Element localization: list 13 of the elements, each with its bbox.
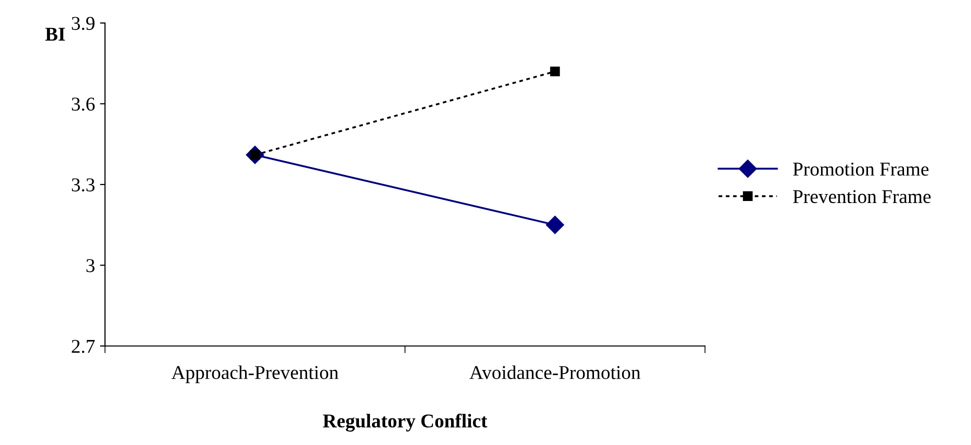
x-tick-label: Approach-Prevention (172, 365, 338, 384)
y-tick-label: 3 (86, 259, 95, 272)
y-tick-label: 3.9 (72, 16, 94, 30)
legend-label: Prevention Frame (793, 190, 931, 204)
point (546, 216, 564, 234)
y-tick-label: 2.7 (72, 340, 95, 354)
x-axis-title: Regulatory Conflict (322, 414, 488, 432)
y-axis-title: BI (45, 28, 65, 41)
x-tick-label: Avoidance-Promotion (470, 365, 640, 380)
y-tick-label: 3.6 (72, 98, 95, 111)
point (550, 66, 560, 76)
legend-label: Promotion Frame (793, 162, 928, 176)
y-tick-label: 3.3 (72, 178, 95, 192)
